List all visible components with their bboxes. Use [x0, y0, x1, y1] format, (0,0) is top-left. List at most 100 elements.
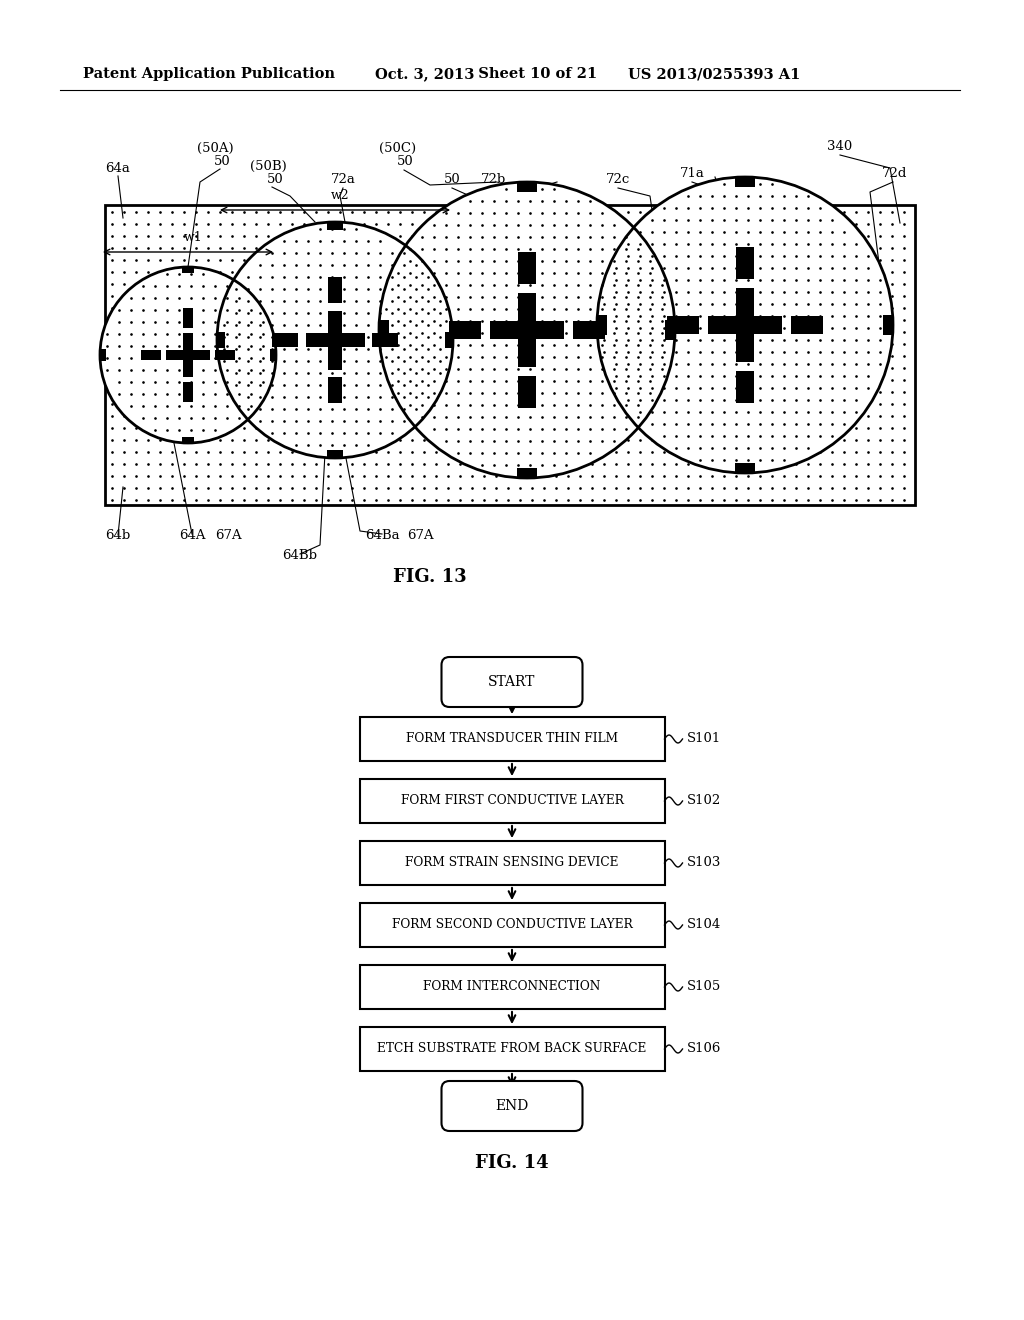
Bar: [359, 717, 665, 762]
Text: 50: 50: [443, 173, 461, 186]
Bar: [518, 293, 536, 326]
Bar: [359, 779, 665, 822]
Bar: [736, 321, 754, 330]
Bar: [518, 334, 536, 367]
Bar: [185, 350, 190, 360]
Bar: [328, 337, 342, 343]
Text: ETCH SUBSTRATE FROM BACK SURFACE: ETCH SUBSTRATE FROM BACK SURFACE: [377, 1043, 647, 1056]
Text: 64b: 64b: [105, 529, 131, 543]
Bar: [667, 315, 699, 334]
Bar: [665, 321, 675, 339]
Bar: [328, 277, 342, 304]
Bar: [182, 267, 194, 273]
Text: 50: 50: [396, 154, 414, 168]
Bar: [572, 321, 605, 339]
Text: 64Bb: 64Bb: [283, 549, 317, 562]
Bar: [359, 841, 665, 884]
Text: FIG. 14: FIG. 14: [475, 1154, 549, 1172]
Text: S105: S105: [686, 981, 721, 994]
Text: 72c: 72c: [606, 173, 630, 186]
Bar: [141, 350, 161, 360]
FancyBboxPatch shape: [441, 1081, 583, 1131]
Bar: [215, 350, 234, 360]
Text: 67A: 67A: [407, 529, 433, 543]
Bar: [518, 326, 536, 334]
Bar: [166, 350, 185, 360]
Bar: [272, 333, 298, 347]
Text: 72d: 72d: [883, 168, 907, 180]
Bar: [359, 1027, 665, 1071]
Bar: [182, 437, 194, 444]
Bar: [791, 315, 823, 334]
Bar: [750, 315, 782, 334]
Bar: [328, 343, 342, 370]
Text: S104: S104: [686, 919, 721, 932]
Text: 64A: 64A: [179, 529, 205, 543]
Bar: [359, 965, 665, 1008]
Text: S101: S101: [686, 733, 721, 746]
Bar: [736, 288, 754, 321]
FancyBboxPatch shape: [441, 657, 583, 708]
Text: S102: S102: [686, 795, 721, 808]
Bar: [328, 450, 343, 458]
Bar: [217, 333, 225, 347]
Circle shape: [100, 267, 276, 444]
Bar: [735, 462, 755, 473]
Bar: [182, 358, 194, 378]
Text: FORM FIRST CONDUCTIVE LAYER: FORM FIRST CONDUCTIVE LAYER: [400, 795, 624, 808]
Circle shape: [597, 177, 893, 473]
Bar: [736, 330, 754, 362]
Text: FORM TRANSDUCER THIN FILM: FORM TRANSDUCER THIN FILM: [406, 733, 618, 746]
Bar: [444, 333, 453, 347]
Bar: [182, 352, 194, 358]
Text: 72b: 72b: [480, 173, 506, 186]
Bar: [449, 321, 481, 339]
Bar: [328, 376, 342, 403]
Circle shape: [217, 222, 453, 458]
Text: Oct. 3, 2013: Oct. 3, 2013: [375, 67, 474, 81]
Text: 64a: 64a: [105, 162, 130, 176]
Bar: [531, 321, 564, 339]
Text: S103: S103: [686, 857, 721, 870]
Text: FORM STRAIN SENSING DEVICE: FORM STRAIN SENSING DEVICE: [406, 857, 618, 870]
Bar: [100, 350, 106, 360]
Text: (50B): (50B): [250, 160, 287, 173]
Text: 64Ba: 64Ba: [365, 529, 399, 543]
Text: FORM SECOND CONDUCTIVE LAYER: FORM SECOND CONDUCTIVE LAYER: [391, 919, 633, 932]
Text: 71a: 71a: [680, 168, 705, 180]
Bar: [270, 350, 276, 360]
Bar: [736, 371, 754, 404]
Text: 72a: 72a: [331, 173, 355, 186]
Text: START: START: [488, 675, 536, 689]
Bar: [490, 321, 522, 339]
Bar: [105, 205, 915, 506]
Bar: [182, 333, 194, 352]
Text: END: END: [496, 1100, 528, 1113]
Bar: [372, 333, 397, 347]
Bar: [190, 350, 210, 360]
Text: (50A): (50A): [197, 143, 233, 154]
Bar: [736, 247, 754, 279]
Bar: [597, 315, 607, 335]
Text: 50: 50: [266, 173, 284, 186]
Text: 340: 340: [827, 140, 853, 153]
Bar: [518, 376, 536, 408]
Circle shape: [379, 182, 675, 478]
Text: w2: w2: [331, 189, 349, 202]
Text: 67A: 67A: [215, 529, 242, 543]
Text: Patent Application Publication: Patent Application Publication: [83, 67, 335, 81]
Bar: [182, 309, 194, 327]
Bar: [740, 315, 750, 334]
Bar: [522, 321, 531, 339]
Text: FIG. 13: FIG. 13: [393, 568, 467, 586]
Bar: [883, 315, 893, 335]
Text: S106: S106: [686, 1043, 721, 1056]
Bar: [517, 467, 537, 478]
Text: 50: 50: [214, 154, 230, 168]
Bar: [735, 177, 755, 187]
Bar: [328, 222, 343, 230]
Text: FORM INTERCONNECTION: FORM INTERCONNECTION: [423, 981, 601, 994]
Bar: [305, 333, 332, 347]
Bar: [182, 383, 194, 401]
Text: w1: w1: [183, 231, 203, 244]
